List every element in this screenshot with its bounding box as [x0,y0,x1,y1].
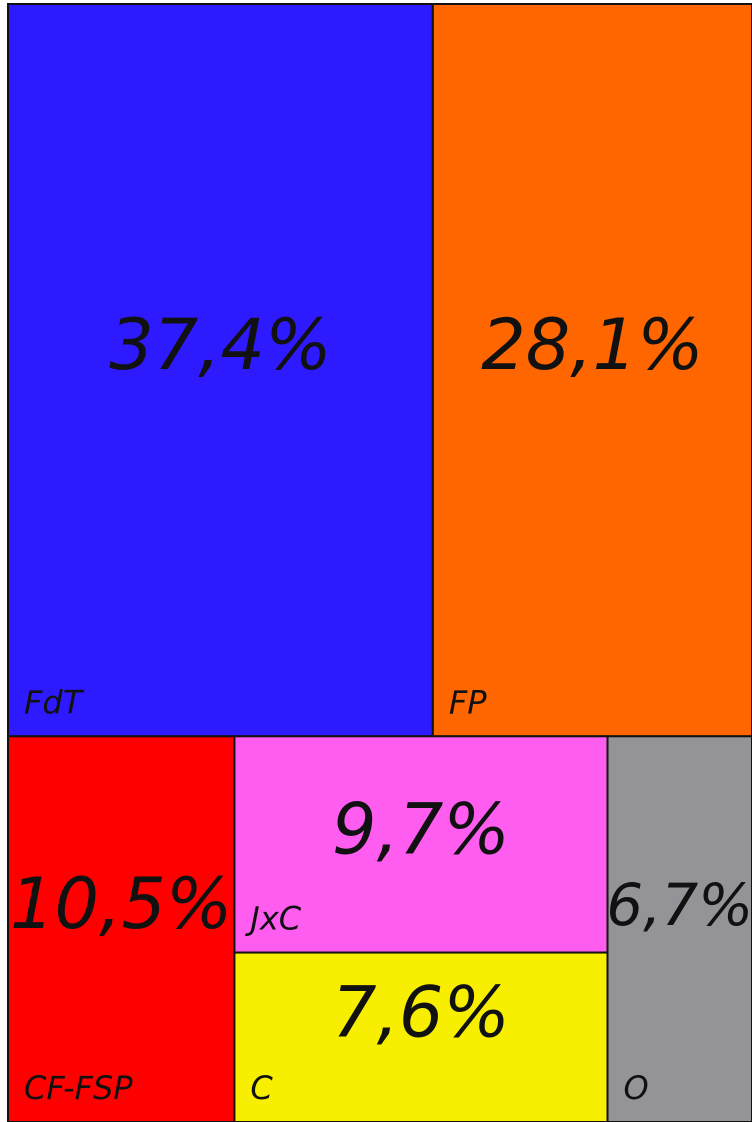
category-label: FdT [24,683,85,721]
tile [606,735,752,1122]
category-label: FP [449,683,487,721]
tile [7,3,434,738]
tile [233,951,609,1122]
value-label: 10,5% [10,863,232,945]
category-label: O [624,1069,649,1107]
tile [233,735,609,954]
value-label: 37,4% [109,304,331,386]
tile [431,3,752,738]
value-label: 7,6% [332,971,510,1053]
category-label: CF-FSP [24,1069,133,1107]
value-label: 9,7% [332,788,510,870]
category-label: JxC [244,900,301,938]
category-label: C [250,1069,273,1107]
value-label: 28,1% [481,304,703,386]
value-label: 6,7% [606,871,752,939]
